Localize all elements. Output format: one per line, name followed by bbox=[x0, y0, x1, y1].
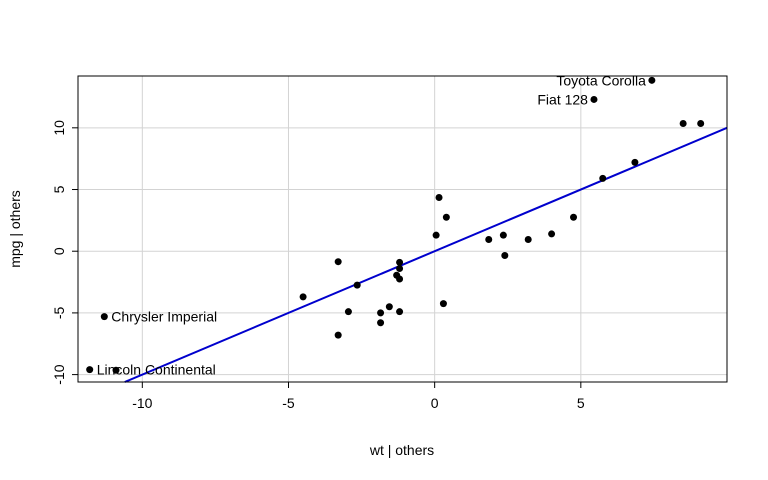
x-tick-label: -5 bbox=[282, 395, 295, 411]
data-point bbox=[299, 293, 307, 301]
plot-frame bbox=[77, 75, 728, 383]
grid bbox=[78, 76, 727, 382]
data-point bbox=[631, 158, 639, 166]
y-tick-label: 0 bbox=[51, 247, 67, 255]
point-label: Lincoln Continental bbox=[97, 362, 216, 378]
data-point bbox=[334, 258, 342, 266]
data-point bbox=[524, 235, 532, 243]
x-tick-label: -10 bbox=[132, 395, 152, 411]
data-point bbox=[435, 194, 443, 202]
y-tick-label: -5 bbox=[51, 306, 67, 319]
data-point bbox=[501, 252, 509, 260]
data-point bbox=[344, 308, 352, 316]
y-axis-ticks: -10 -5 0 5 10 bbox=[51, 120, 78, 385]
data-point bbox=[377, 309, 385, 317]
x-tick-label: 0 bbox=[431, 395, 439, 411]
data-point bbox=[570, 213, 578, 221]
data-point bbox=[396, 308, 404, 316]
data-point bbox=[679, 120, 687, 128]
data-point bbox=[334, 331, 342, 339]
data-point bbox=[442, 213, 450, 221]
point-label: Fiat 128 bbox=[537, 91, 588, 107]
data-point bbox=[590, 95, 598, 103]
data-point bbox=[396, 258, 404, 266]
data-point bbox=[385, 303, 393, 311]
point-labels-layer: Toyota Corolla Fiat 128 Chrysler Imperial L… bbox=[97, 72, 646, 377]
data-point bbox=[599, 174, 607, 182]
point-label: Toyota Corolla bbox=[556, 72, 646, 88]
data-point bbox=[548, 230, 556, 238]
y-tick-label: 10 bbox=[51, 120, 67, 136]
point-label: Chrysler Imperial bbox=[111, 309, 217, 325]
y-tick-label: -10 bbox=[51, 364, 67, 384]
data-point bbox=[697, 120, 705, 128]
x-axis-title: wt | others bbox=[369, 442, 434, 458]
points-layer bbox=[86, 76, 705, 374]
x-tick-label: 5 bbox=[577, 395, 585, 411]
x-axis-ticks: -10 -5 0 5 bbox=[132, 382, 585, 411]
data-point bbox=[432, 231, 440, 239]
y-axis-title: mpg | others bbox=[7, 190, 23, 268]
data-point bbox=[499, 231, 507, 239]
data-point bbox=[396, 264, 404, 272]
fit-line-layer bbox=[124, 126, 728, 383]
y-tick-label: 5 bbox=[51, 185, 67, 193]
data-point bbox=[86, 366, 94, 374]
data-point bbox=[112, 366, 120, 374]
data-point bbox=[396, 275, 404, 283]
data-point bbox=[485, 235, 493, 243]
data-point bbox=[648, 76, 656, 84]
data-point bbox=[439, 300, 447, 308]
data-point bbox=[377, 319, 385, 327]
data-point bbox=[353, 281, 361, 289]
regression-line bbox=[124, 126, 728, 383]
data-point bbox=[100, 313, 108, 321]
